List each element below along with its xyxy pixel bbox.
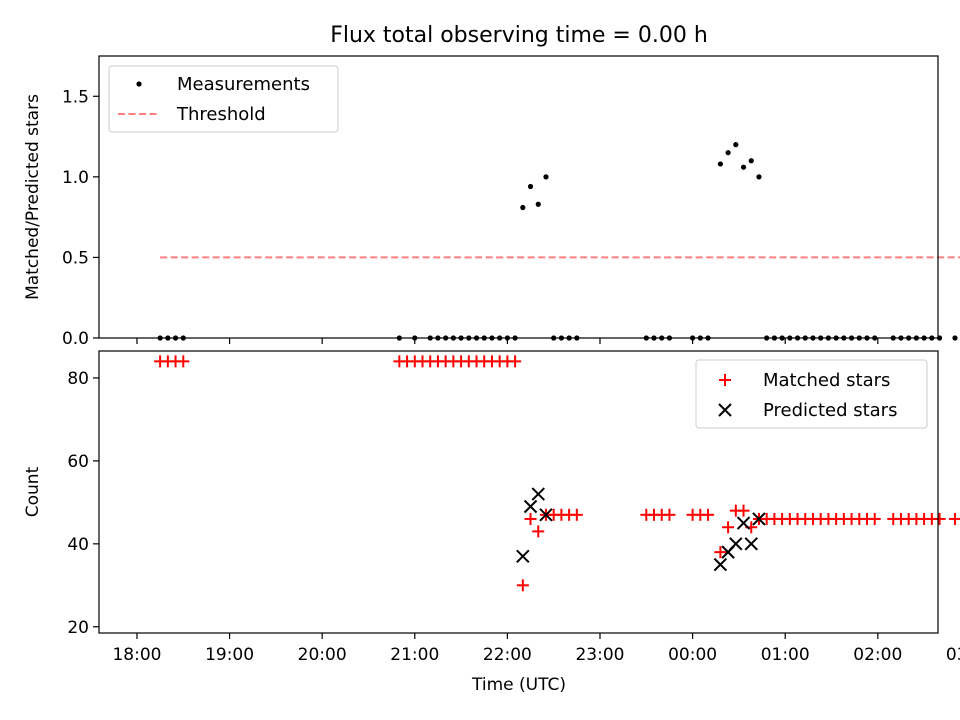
measurement-point xyxy=(520,204,526,211)
matched-star-point xyxy=(933,512,946,525)
matched-legend-marker xyxy=(719,374,731,386)
predicted-legend-label: Predicted stars xyxy=(763,400,897,421)
matched-star-point xyxy=(737,504,750,517)
measurement-point xyxy=(527,183,534,190)
threshold-legend-label: Threshold xyxy=(176,104,266,125)
predicted-star-point xyxy=(736,516,751,530)
bottom-plot-frame xyxy=(98,350,939,634)
x-tick-label: 18:00 xyxy=(112,645,161,665)
top-y-tick-label: 0.5 xyxy=(62,248,89,268)
bottom-y-tick-label: 60 xyxy=(67,452,89,472)
top-plot-frame xyxy=(98,55,939,339)
bottom-legend-box xyxy=(695,359,928,429)
x-tick-label: 21:00 xyxy=(390,645,439,665)
measurement-point xyxy=(717,161,723,167)
predicted-star-point xyxy=(531,487,545,501)
predicted-star-point xyxy=(523,499,538,514)
matched-star-point xyxy=(177,355,190,368)
measurements-legend-label: Measurements xyxy=(177,74,310,95)
measurements-legend-marker xyxy=(136,81,142,87)
bottom-y-tick-label: 80 xyxy=(67,369,89,389)
predicted-star-point xyxy=(752,512,766,526)
matched-star-point xyxy=(868,512,881,525)
matched-star-point xyxy=(532,525,545,538)
x-tick-label: 19:00 xyxy=(205,645,254,665)
x-tick-label: 00:00 xyxy=(668,645,717,665)
top-legend-box xyxy=(108,65,339,133)
top-y-axis-label: Matched/Predicted stars xyxy=(23,94,43,300)
x-tick-label: 03:00 xyxy=(946,645,960,665)
top-y-tick-label: 1.5 xyxy=(62,87,89,107)
x-tick-label: 20:00 xyxy=(298,645,347,665)
matched-star-point xyxy=(509,355,522,368)
measurement-point xyxy=(543,174,549,180)
matched-star-point xyxy=(516,579,529,592)
predicted-star-point xyxy=(516,549,530,563)
predicted-star-point xyxy=(539,508,553,522)
top-legend: Measurements Threshold xyxy=(108,65,339,133)
measurement-point xyxy=(756,174,762,180)
x-tick-label: 02:00 xyxy=(853,645,902,665)
bottom-panel: 20 40 60 80 18:00 19:00 20:00 21:00 22:00 23:00 0… xyxy=(23,350,960,695)
x-tick-label: 22:00 xyxy=(483,645,532,665)
bottom-legend: Matched stars Predicted stars xyxy=(695,359,928,429)
top-y-ticks: 0.0 0.5 1.0 1.5 xyxy=(62,87,99,349)
matched-star-point xyxy=(722,521,735,534)
predicted-star-point xyxy=(744,537,758,551)
matched-star-point xyxy=(702,508,715,521)
x-axis-label: Time (UTC) xyxy=(471,675,566,695)
x-tick-label: 01:00 xyxy=(761,645,810,665)
top-panel: 0.0 0.5 1.0 1.5 Matched/Predicted stars Mea… xyxy=(23,55,960,349)
measurement-point xyxy=(725,150,731,156)
measurement-point xyxy=(952,335,958,341)
chart-title: Flux total observing time = 0.00 h xyxy=(330,23,708,48)
measurement-point xyxy=(740,164,747,170)
predicted-star-point xyxy=(713,557,728,572)
measurement-point xyxy=(748,158,754,164)
matched-star-point xyxy=(663,508,676,521)
matched-legend-label: Matched stars xyxy=(763,370,890,391)
x-tick-label: 23:00 xyxy=(575,645,624,665)
bottom-x-ticks: 18:00 19:00 20:00 21:00 22:00 23:00 00:00 01:00… xyxy=(112,633,960,665)
bottom-y-tick-label: 40 xyxy=(67,535,89,555)
predicted-legend-marker xyxy=(718,403,732,417)
matched-star-point xyxy=(714,546,727,559)
bottom-y-axis-label: Count xyxy=(23,466,43,517)
measurement-point xyxy=(535,201,541,207)
predicted-star-point xyxy=(729,537,743,551)
matched-star-point xyxy=(948,512,960,525)
matched-star-point xyxy=(570,508,583,521)
top-y-tick-label: 0.0 xyxy=(62,329,89,349)
bottom-y-tick-label: 20 xyxy=(67,618,89,638)
bottom-y-ticks: 20 40 60 80 xyxy=(67,369,99,638)
measurement-point xyxy=(733,142,739,148)
matched-star-point xyxy=(524,512,537,525)
star-counts-layer xyxy=(154,355,960,592)
top-y-tick-label: 1.0 xyxy=(62,168,89,188)
